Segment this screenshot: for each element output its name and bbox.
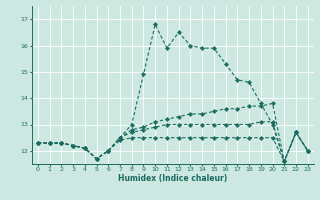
X-axis label: Humidex (Indice chaleur): Humidex (Indice chaleur) [118,174,228,183]
